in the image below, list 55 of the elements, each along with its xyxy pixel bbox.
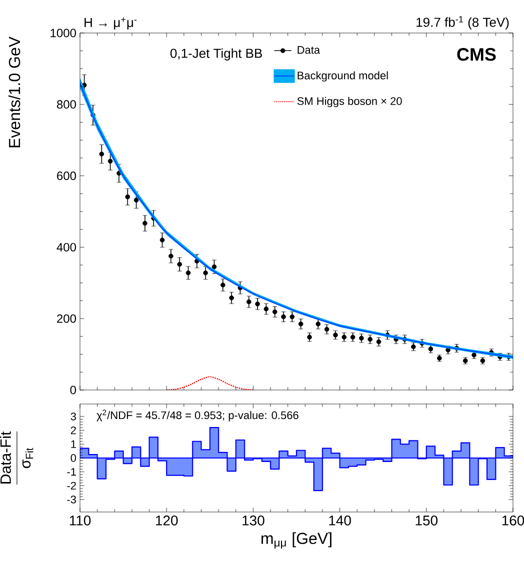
x-tick-label: 120 [156,516,178,526]
point [168,254,174,259]
point [255,302,260,306]
legend-label: Data [298,46,320,54]
y-tick-label: 3 [70,412,76,420]
point [212,264,217,270]
y-tick-label: 0 [70,386,76,394]
y-axis-title: Data-Fit [0,431,11,484]
point [246,299,252,304]
x-axis-title: m$_{μμ}$ [GeV] [262,532,332,549]
legend-label: Background model [298,71,388,82]
point [368,336,373,342]
y-tick-label: 2 [70,426,76,434]
point [134,198,139,202]
point [142,220,148,226]
y-tick-label: -1 [67,468,76,476]
y-axis-title: Events/1.0 GeV [8,36,20,148]
y-tick-label: 200 [57,314,76,323]
point [177,262,182,267]
y-tick-label: 800 [56,100,76,109]
point [99,152,104,156]
y-tick-label: 400 [56,242,76,252]
text: σ$_{Fit}$ [22,448,34,468]
y-tick-label: 600 [57,172,76,180]
point [324,326,330,332]
x-tick-label: 150 [416,516,438,526]
annotation: 0,1-Jet Tight BB [170,48,262,60]
point [333,332,338,338]
x-tick-label: 130 [242,516,264,526]
point [108,158,113,164]
annotation: χ$^{2}$/NDF = 45.7/48 = 0.953; p-value: 0.566 [96,410,298,422]
y-tick-label: 1 [71,440,76,448]
point [316,322,321,326]
point [264,306,269,312]
y-tick-label: 0 [70,454,76,462]
x-tick-label: 110 [70,516,91,526]
point [272,309,278,314]
point [298,322,304,326]
x-tick-label: 160 [502,516,524,526]
chart-title: H → μ$^{+}$μ$^{-}$ [84,17,137,30]
point [125,194,130,200]
legend-label: SM Higgs boson × 20 [297,96,402,108]
y-tick-label: -3 [67,496,76,504]
annotation: CMS [457,48,496,61]
point [290,314,295,320]
point [229,295,234,300]
point [220,282,226,288]
point [281,314,286,320]
x-tick-label: 140 [329,516,351,526]
point [186,270,191,276]
point [203,270,208,276]
chart-subtitle: 19.7 fb$^{-1}$ (8 TeV) [416,16,509,30]
y-tick-label: -2 [67,482,76,490]
point [160,238,165,242]
y-tick-label: 1000 [50,28,76,38]
